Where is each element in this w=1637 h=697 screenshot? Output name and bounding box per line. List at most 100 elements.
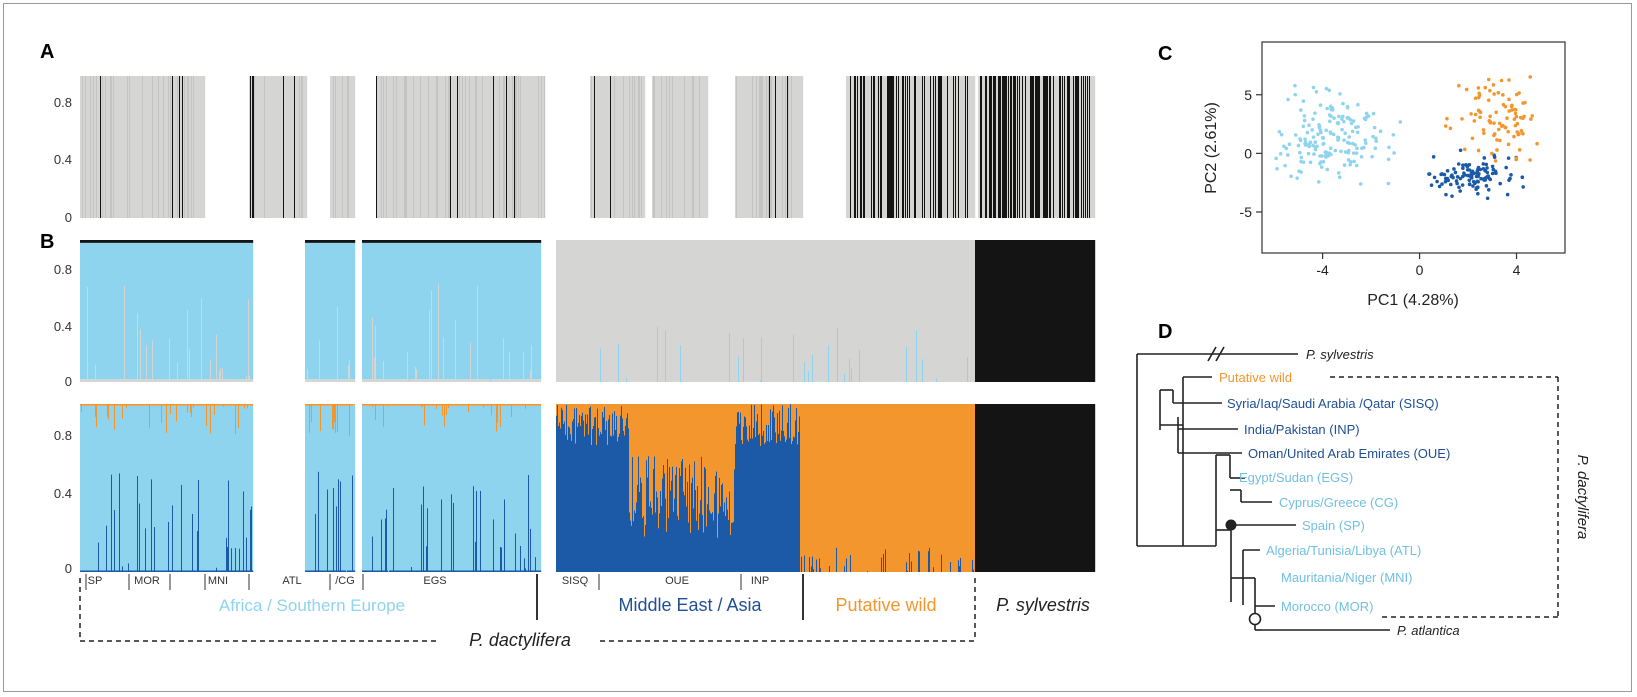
structure-bar-segment [935,240,937,382]
structure-bar-segment [166,404,168,434]
structure-bar-segment [844,404,846,567]
structure-bar-segment [967,76,969,218]
structure-bar-segment [252,76,254,218]
structure-bar-segment [104,240,106,243]
structure-bar-segment [930,404,932,572]
structure-bar-segment [156,405,158,571]
structure-bar-segment [248,240,250,243]
structure-bar-segment [496,240,498,243]
structure-bar-segment [526,76,528,218]
structure-bar-segment [914,76,916,218]
structure-bar-segment [659,404,661,514]
structure-bar-segment [244,570,246,572]
structure-bar-segment [469,379,471,382]
structure-bar-segment [388,379,390,382]
structure-bar-segment [867,240,869,382]
structure-bar-segment [142,570,144,572]
structure-bar-segment [202,240,204,243]
structure-bar-segment [600,240,602,349]
structure-bar-segment [339,242,341,380]
structure-bar-segment [786,439,788,572]
structure-bar-segment [841,404,843,572]
structure-bar-segment [511,404,513,418]
structure-bar-segment [520,545,522,572]
structure-bar-segment [502,76,504,218]
structure-bar-segment [566,240,568,382]
structure-bar-segment [500,76,502,218]
structure-bar-segment [282,76,284,218]
structure-bar-segment [1001,76,1003,218]
structure-bar-segment [700,76,702,218]
structure-bar-segment [429,405,431,571]
structure-bar-segment [341,76,343,218]
structure-bar-segment [312,379,314,382]
structure-bar-segment [250,404,252,406]
structure-bar-segment [529,404,531,406]
structure-bar-segment [1058,76,1060,218]
structure-bar-segment [146,240,148,243]
structure-bar-segment [402,240,404,243]
structure-bar-segment [207,240,209,243]
structure-bar-segment [322,379,324,382]
structure-bar-segment [623,240,625,382]
structure-bar-segment [967,356,969,382]
structure-bar-segment [437,405,439,571]
structure-bar-segment [188,242,190,380]
structure-bar-segment [534,379,536,382]
structure-bar-segment [970,240,972,382]
structure-bar-segment [88,76,90,218]
structure-bar-segment [253,76,255,218]
structure-bar-segment [397,404,399,406]
structure-bar-segment [175,242,177,380]
structure-bar-segment [179,76,181,218]
structure-bar-segment [1008,240,1010,382]
structure-bar-segment [988,76,990,218]
structure-bar-segment [178,76,180,218]
structure-bar-segment [773,240,775,382]
structure-bar-segment [276,76,278,218]
structure-bar-segment [236,379,238,382]
structure-bar-segment [533,76,535,218]
structure-bar-segment [467,242,469,380]
structure-bar-segment [773,404,775,406]
structure-bar-segment [646,240,648,382]
structure-bar-segment [333,429,335,488]
structure-bar-segment [1059,240,1061,382]
structure-bar-segment [332,76,334,218]
structure-bar-segment [786,404,788,440]
structure-bar-segment [918,240,920,382]
structure-bar-segment [529,405,531,571]
structure-bar-segment [985,76,987,218]
structure-bar-segment [506,240,508,243]
structure-bar-segment [463,379,465,382]
ytick-label: 0 [65,561,72,576]
structure-bar-segment [600,404,602,432]
structure-bar-segment [532,404,534,406]
structure-bar-segment [221,404,223,406]
structure-bar-segment [959,240,961,382]
structure-bar-segment [941,554,943,572]
structure-bar-segment [445,242,447,380]
structure-bar-segment [825,240,827,382]
structure-bar-segment [1054,240,1056,382]
structure-bar-segment [657,76,659,218]
structure-bar-segment [438,405,440,571]
structure-bar-segment [630,240,632,382]
structure-bar-segment [619,240,621,382]
structure-bar-segment [422,404,424,407]
structure-bar-segment [605,404,607,430]
structure-bar-segment [1014,240,1016,382]
structure-bar-segment [100,404,102,406]
structure-bar-segment [772,76,774,218]
structure-bar-segment [168,379,170,382]
structure-bar-segment [386,405,388,510]
structure-bar-segment [114,404,116,430]
structure-bar-segment [81,412,83,571]
structure-bar-segment [466,76,468,218]
structure-bar-segment [460,76,462,218]
structure-bar-segment [427,508,429,572]
structure-bar-segment [393,379,395,382]
structure-bar-segment [85,379,87,382]
structure-bar-segment [478,404,480,406]
structure-bar-segment [892,76,894,218]
